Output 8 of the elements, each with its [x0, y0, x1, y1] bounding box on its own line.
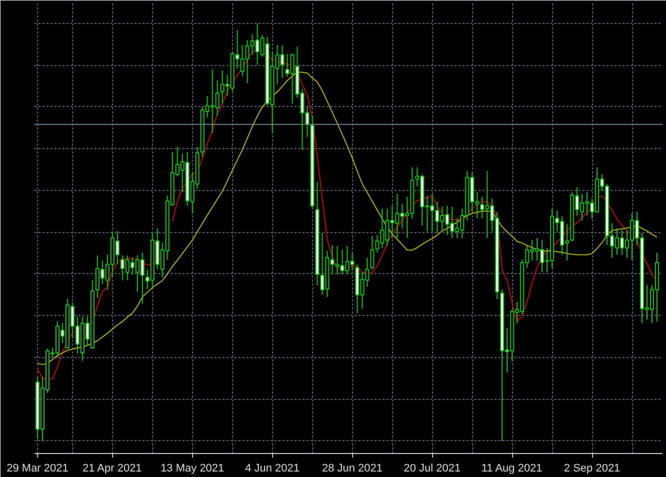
x-tick-label: 13 May 2021 [160, 462, 224, 474]
x-tick-label: 11 Aug 2021 [481, 462, 542, 474]
x-tick-label: 29 Mar 2021 [6, 462, 68, 474]
x-tick-label: 2 Sep 2021 [564, 462, 620, 474]
x-tick-label: 4 Jun 2021 [245, 462, 300, 474]
x-tick-label: 21 Apr 2021 [82, 462, 142, 474]
x-tick-label: 20 Jul 2021 [404, 462, 461, 474]
x-tick-label: 28 Jun 2021 [322, 462, 383, 474]
